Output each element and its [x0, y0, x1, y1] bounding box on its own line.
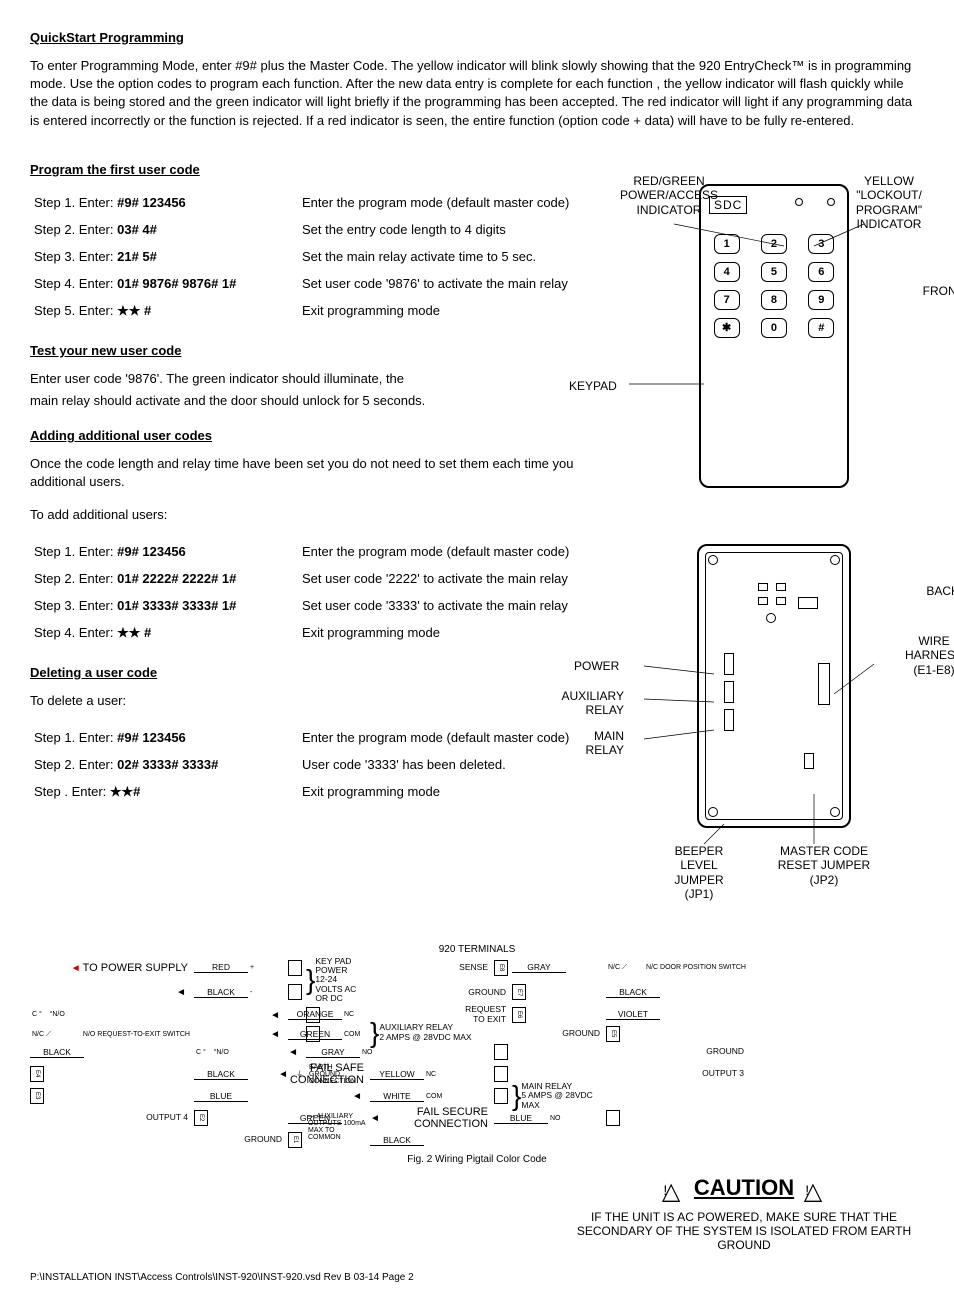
step-row: Step 5. Enter: ★★ #Exit programming mode	[30, 297, 604, 325]
step-row: Step 3. Enter: 01# 3333# 3333# 1#Set use…	[30, 592, 604, 619]
keypad-key: ✱	[714, 318, 740, 338]
keypad-key: 5	[761, 262, 787, 282]
wiring-title: 920 TERMINALS	[30, 944, 924, 955]
section4-text1: To delete a user:	[30, 692, 604, 710]
keypad-key: 8	[761, 290, 787, 310]
keypad-key: 7	[714, 290, 740, 310]
keypad-key: 1	[714, 234, 740, 254]
step-row: Step . Enter: ★★#Exit programming mode	[30, 778, 604, 806]
keypad-logo: SDC	[709, 196, 747, 214]
keypad-key: 9	[808, 290, 834, 310]
master-callout: MASTER CODE RESET JUMPER (JP2)	[774, 844, 874, 887]
intro-paragraph: To enter Programming Mode, enter #9# plu…	[30, 57, 924, 130]
step-row: Step 2. Enter: 01# 2222# 2222# 1#Set use…	[30, 565, 604, 592]
led2-dot	[827, 198, 835, 206]
wiring-caption: Fig. 2 Wiring Pigtail Color Code	[30, 1154, 924, 1165]
section2-heading: Test your new user code	[30, 343, 604, 358]
section2-text2: main relay should activate and the door …	[30, 392, 604, 410]
front-callout: FRONT	[923, 284, 954, 298]
section3-steps: Step 1. Enter: #9# 123456Enter the progr…	[30, 538, 604, 647]
section1-steps: Step 1. Enter: #9# 123456Enter the progr…	[30, 189, 604, 325]
step-row: Step 3. Enter: 21# 5#Set the main relay …	[30, 243, 604, 270]
wiring-diagram: 920 TERMINALS TO POWER SUPPLYRED+} KEY P…	[30, 944, 924, 1165]
keypad-key: #	[808, 318, 834, 338]
section1-heading: Program the first user code	[30, 162, 604, 177]
caution-text: IF THE UNIT IS AC POWERED, MAKE SURE THA…	[564, 1210, 924, 1252]
main-callout: MAIN RELAY	[574, 729, 624, 758]
wire-harness-callout: WIRE HARNESS (E1-E8)	[899, 634, 954, 677]
caution-title: CAUTION	[694, 1175, 794, 1200]
step-row: Step 1. Enter: #9# 123456Enter the progr…	[30, 189, 604, 216]
keypad-key: 0	[761, 318, 787, 338]
step-row: Step 2. Enter: 02# 3333# 3333#User code …	[30, 751, 604, 778]
section4-steps: Step 1. Enter: #9# 123456Enter the progr…	[30, 724, 604, 806]
section3-heading: Adding additional user codes	[30, 428, 604, 443]
led2-callout: YELLOW "LOCKOUT/ PROGRAM" INDICATOR	[844, 174, 934, 232]
power-callout: POWER	[574, 659, 619, 673]
section2-text1: Enter user code '9876'. The green indica…	[30, 370, 604, 388]
key-grid: 1 2 3 4 5 6 7 8 9 ✱ 0 #	[709, 234, 839, 338]
step-row: Step 4. Enter: ★★ #Exit programming mode	[30, 619, 604, 647]
section3-text2: To add additional users:	[30, 506, 604, 524]
warning-icon: △!	[662, 1177, 684, 1206]
caution-block: △! CAUTION △! IF THE UNIT IS AC POWERED,…	[564, 1175, 924, 1252]
back-diagram	[697, 544, 851, 828]
keypad-key: 6	[808, 262, 834, 282]
warning-icon: △!	[804, 1177, 826, 1206]
keypad-key: 2	[761, 234, 787, 254]
keypad-diagram: SDC 1 2 3 4 5 6 7 8 9 ✱ 0 #	[699, 184, 849, 488]
section3-text1: Once the code length and relay time have…	[30, 455, 604, 491]
led1-dot	[795, 198, 803, 206]
back-callout: BACK	[926, 584, 954, 598]
page-title: QuickStart Programming	[30, 30, 924, 45]
beeper-callout: BEEPER LEVEL JUMPER (JP1)	[664, 844, 734, 902]
step-row: Step 1. Enter: #9# 123456Enter the progr…	[30, 724, 604, 751]
page-footer: P:\INSTALLATION INST\Access Controls\INS…	[30, 1272, 924, 1283]
keypad-key: 4	[714, 262, 740, 282]
keypad-callout: KEYPAD	[569, 379, 617, 393]
section4-heading: Deleting a user code	[30, 665, 604, 680]
aux-callout: AUXILIARY RELAY	[554, 689, 624, 718]
step-row: Step 2. Enter: 03# 4#Set the entry code …	[30, 216, 604, 243]
keypad-key: 3	[808, 234, 834, 254]
step-row: Step 4. Enter: 01# 9876# 9876# 1#Set use…	[30, 270, 604, 297]
step-row: Step 1. Enter: #9# 123456Enter the progr…	[30, 538, 604, 565]
